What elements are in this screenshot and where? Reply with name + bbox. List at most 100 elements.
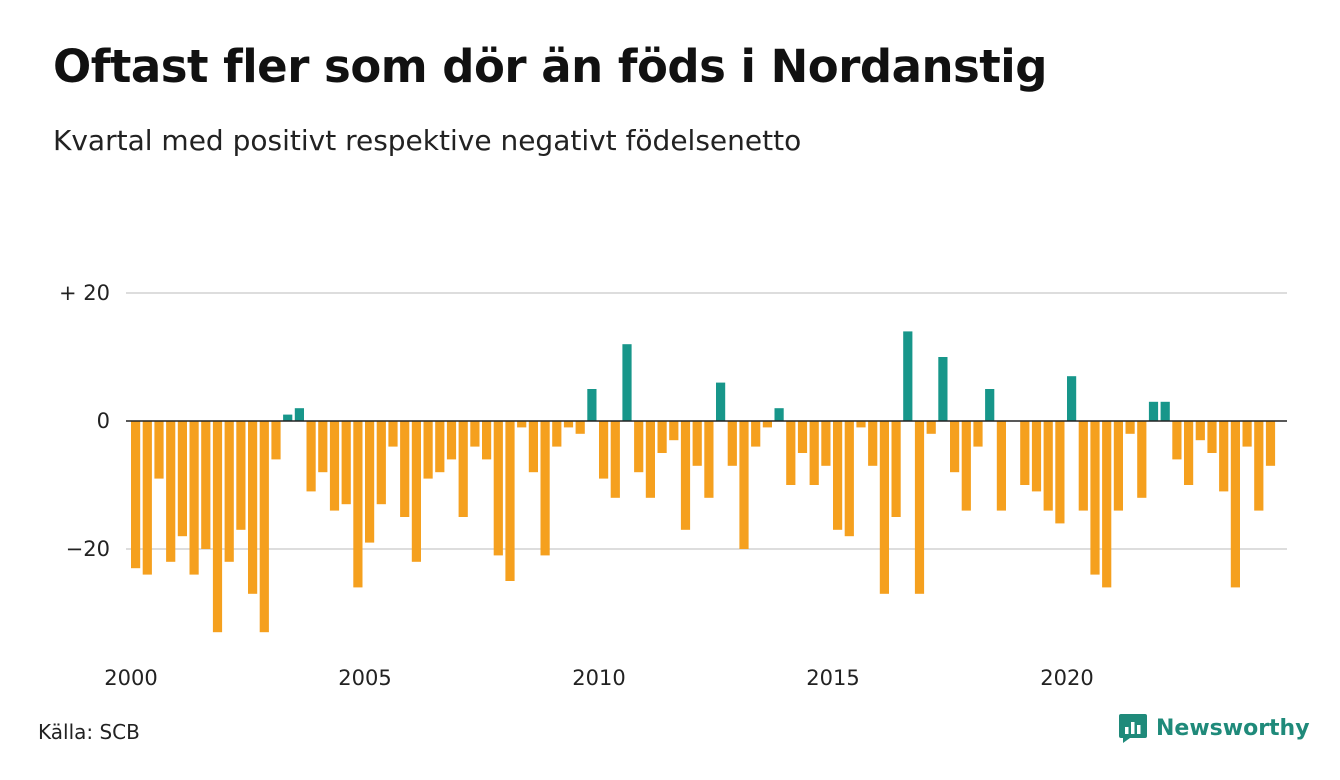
bar-negative [914,421,925,594]
bar-negative [552,421,562,447]
bar-negative [259,421,269,633]
bar-positive [283,414,293,421]
bar-positive [587,389,597,421]
bar-negative [341,421,351,505]
bar-negative [493,421,503,556]
bar-negative [575,421,585,434]
bar-negative [704,421,714,498]
bar-negative [505,421,515,581]
bar-negative [1195,421,1205,441]
brand: Newsworthy [1118,712,1310,744]
bar-negative [166,421,176,562]
bar-positive [1160,401,1170,421]
bar-negative [610,421,620,498]
bar-negative [365,421,375,543]
bar-negative [1230,421,1240,588]
bar-negative [306,421,316,492]
bar-negative [540,421,550,556]
bar-negative [154,421,164,479]
bar-negative [353,421,363,588]
y-tick-label: −20 [66,537,110,561]
bar-negative [821,421,831,466]
bar-negative [950,421,960,473]
bar-positive [1148,401,1159,421]
bar-negative [435,421,445,473]
bar-negative [1113,421,1123,511]
bar-negative [1207,421,1217,453]
bar-negative [786,421,796,485]
bar-positive [938,357,948,421]
bar-negative [891,421,901,517]
bar-positive [294,408,304,421]
bar-negative [868,421,878,466]
y-tick-label: + 20 [59,281,110,305]
bar-negative [856,421,866,428]
bar-negative [446,421,457,460]
bar-negative [1125,421,1135,434]
bar-negative [657,421,667,453]
bar-negative [599,421,609,479]
bar-negative [329,421,340,511]
bar-negative [1137,421,1147,498]
axis-layer: + 20 0 −20 2000 2005 2010 2015 2020 [59,281,1287,690]
chart-title: Oftast fler som dör än föds i Nordanstig [53,40,1047,93]
bar-negative [423,421,433,479]
bar-negative [1055,421,1065,524]
bar-negative [833,421,843,530]
bar-negative [212,421,223,633]
x-tick-label: 2000 [104,666,157,690]
bar-positive [716,382,726,421]
bar-negative [727,421,737,466]
bar-positive [903,331,913,421]
bar-positive [1067,376,1077,421]
bar-negative [634,421,644,473]
bar-negative [388,421,398,447]
bar-negative [318,421,328,473]
brand-name: Newsworthy [1156,715,1310,741]
bar-negative [376,421,386,505]
bar-negative [973,421,983,447]
bar-negative [1020,421,1030,485]
y-tick-label: 0 [97,409,110,433]
bar-negative [458,421,468,517]
bar-negative [751,421,761,447]
bar-negative [1031,421,1042,492]
bar-negative [236,421,246,530]
bar-negative [762,421,772,428]
bar-negative [961,421,971,511]
bar-negative [563,421,574,428]
bar-negative [1172,421,1182,460]
bar-negative [517,421,527,428]
bar-negative [224,421,234,562]
bar-negative [411,421,421,562]
x-tick-label: 2020 [1040,666,1093,690]
bar-negative [1242,421,1252,447]
bar-negative [669,421,679,441]
bar-negative [809,421,819,485]
bar-negative [692,421,702,466]
bar-negative [645,421,655,498]
bar-negative [482,421,492,460]
bar-negative [739,421,749,549]
bar-positive [774,408,784,421]
bar-negative [1265,421,1276,466]
x-tick-label: 2005 [338,666,391,690]
bar-negative [177,421,187,537]
bar-negative [926,421,936,434]
bar-negative [879,421,889,594]
bar-negative [1090,421,1100,575]
bar-negative [996,421,1006,511]
bar-negative [528,421,538,473]
bar-negative [1254,421,1264,511]
bar-negative [248,421,258,594]
bar-negative [142,421,152,575]
bar-negative [271,421,281,460]
bar-negative [201,421,211,549]
bar-positive [622,344,632,421]
bar-negative [797,421,808,453]
bar-negative [470,421,480,447]
bar-negative [189,421,199,575]
bar-positive [985,389,995,421]
source-label: Källa: SCB [38,720,140,744]
bar-negative [131,421,141,569]
